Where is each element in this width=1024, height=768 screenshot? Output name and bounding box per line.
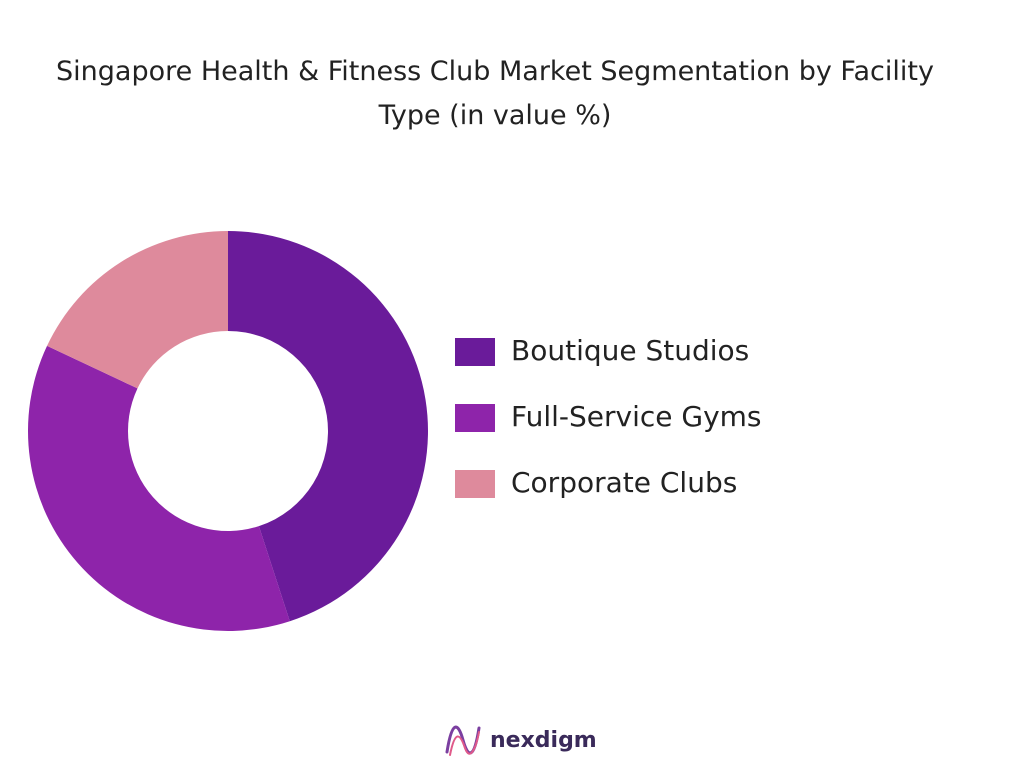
legend-swatch	[455, 404, 495, 432]
pie-slice	[228, 231, 428, 622]
legend-label: Corporate Clubs	[511, 466, 737, 499]
chart-title: Singapore Health & Fitness Club Market S…	[56, 56, 934, 131]
brand-name: nexdigm	[490, 728, 597, 753]
legend-label: Full-Service Gyms	[511, 400, 762, 433]
legend-swatch	[455, 470, 495, 498]
pie-slice	[47, 231, 228, 389]
pie-slice	[28, 345, 290, 631]
legend-swatch	[455, 338, 495, 366]
logo-icon	[445, 725, 481, 756]
legend-label: Boutique Studios	[511, 334, 749, 367]
